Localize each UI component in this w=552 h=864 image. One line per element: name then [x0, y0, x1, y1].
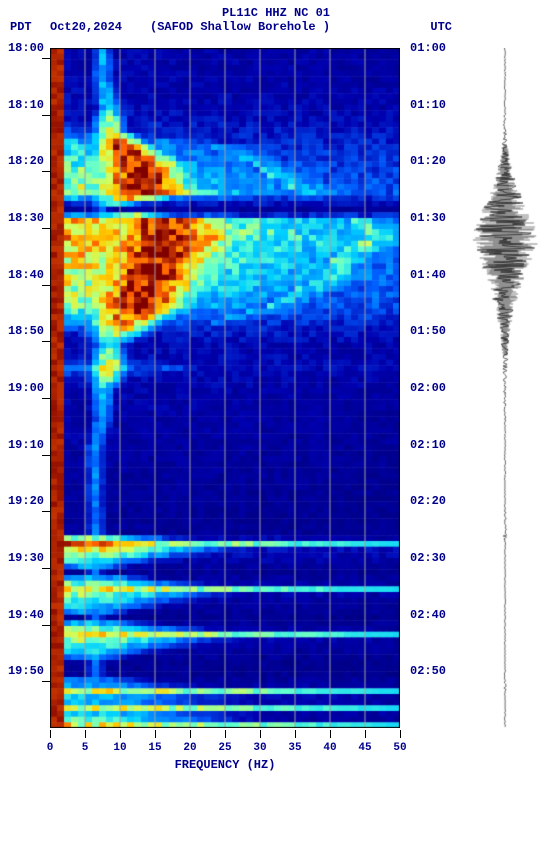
y-left-tick: 18:10 — [8, 98, 44, 112]
chart-header: PL11C HHZ NC 01 — [0, 0, 552, 20]
x-tick: 10 — [113, 742, 126, 754]
y-right-tick: 01:40 — [410, 268, 446, 282]
timezone-row: PDT Oct20,2024 (SAFOD Shallow Borehole )… — [0, 20, 552, 34]
y-right-tick: 02:50 — [410, 664, 446, 678]
x-tick: 15 — [148, 742, 161, 754]
y-right-tick: 02:10 — [410, 438, 446, 452]
y-right-tick: 02:40 — [410, 608, 446, 622]
tz-left: PDT — [10, 20, 32, 34]
y-left-tick: 18:20 — [8, 154, 44, 168]
x-tick: 0 — [47, 742, 54, 754]
y-left-tick: 19:00 — [8, 381, 44, 395]
y-right-tick: 02:20 — [410, 494, 446, 508]
x-tick: 50 — [393, 742, 406, 754]
y-right-tick: 01:20 — [410, 154, 446, 168]
header-date: Oct20,2024 — [50, 20, 122, 34]
waveform-canvas — [470, 48, 540, 728]
spectrogram-canvas — [50, 48, 400, 728]
tz-right: UTC — [430, 20, 452, 34]
y-left-tick: 19:20 — [8, 494, 44, 508]
y-right-tick: 01:50 — [410, 324, 446, 338]
y-right-tick: 02:00 — [410, 381, 446, 395]
x-tick: 25 — [218, 742, 231, 754]
y-left-tick: 18:00 — [8, 41, 44, 55]
y-left-tick: 19:30 — [8, 551, 44, 565]
y-left-tick: 19:50 — [8, 664, 44, 678]
y-right-tick: 01:10 — [410, 98, 446, 112]
y-left-tick: 19:40 — [8, 608, 44, 622]
x-tick: 5 — [82, 742, 89, 754]
station-code: PL11C HHZ NC 01 — [0, 6, 552, 20]
y-right-tick: 01:00 — [410, 41, 446, 55]
y-left-tick: 19:10 — [8, 438, 44, 452]
spectrogram-panel — [50, 48, 400, 728]
x-axis-label: FREQUENCY (HZ) — [50, 758, 400, 772]
x-tick: 40 — [323, 742, 336, 754]
chart-area: 18:00 18:10 18:20 18:30 18:40 18:50 19:00 19:10… — [0, 38, 552, 808]
y-left-tick: 18:40 — [8, 268, 44, 282]
station-name: (SAFOD Shallow Borehole ) — [150, 20, 330, 34]
x-tick: 35 — [288, 742, 301, 754]
y-left-tick: 18:30 — [8, 211, 44, 225]
y-axis-left-pdt: 18:0018:1018:2018:3018:4018:5019:0019:10… — [0, 48, 46, 728]
y-right-tick: 02:30 — [410, 551, 446, 565]
waveform-panel — [470, 48, 540, 728]
x-tick: 45 — [358, 742, 371, 754]
y-left-tick: 18:50 — [8, 324, 44, 338]
x-tick: 30 — [253, 742, 266, 754]
x-tick: 20 — [183, 742, 196, 754]
y-axis-right-utc: 01:0001:1001:2001:3001:4001:5002:0002:10… — [404, 48, 454, 728]
y-right-tick: 01:30 — [410, 211, 446, 225]
